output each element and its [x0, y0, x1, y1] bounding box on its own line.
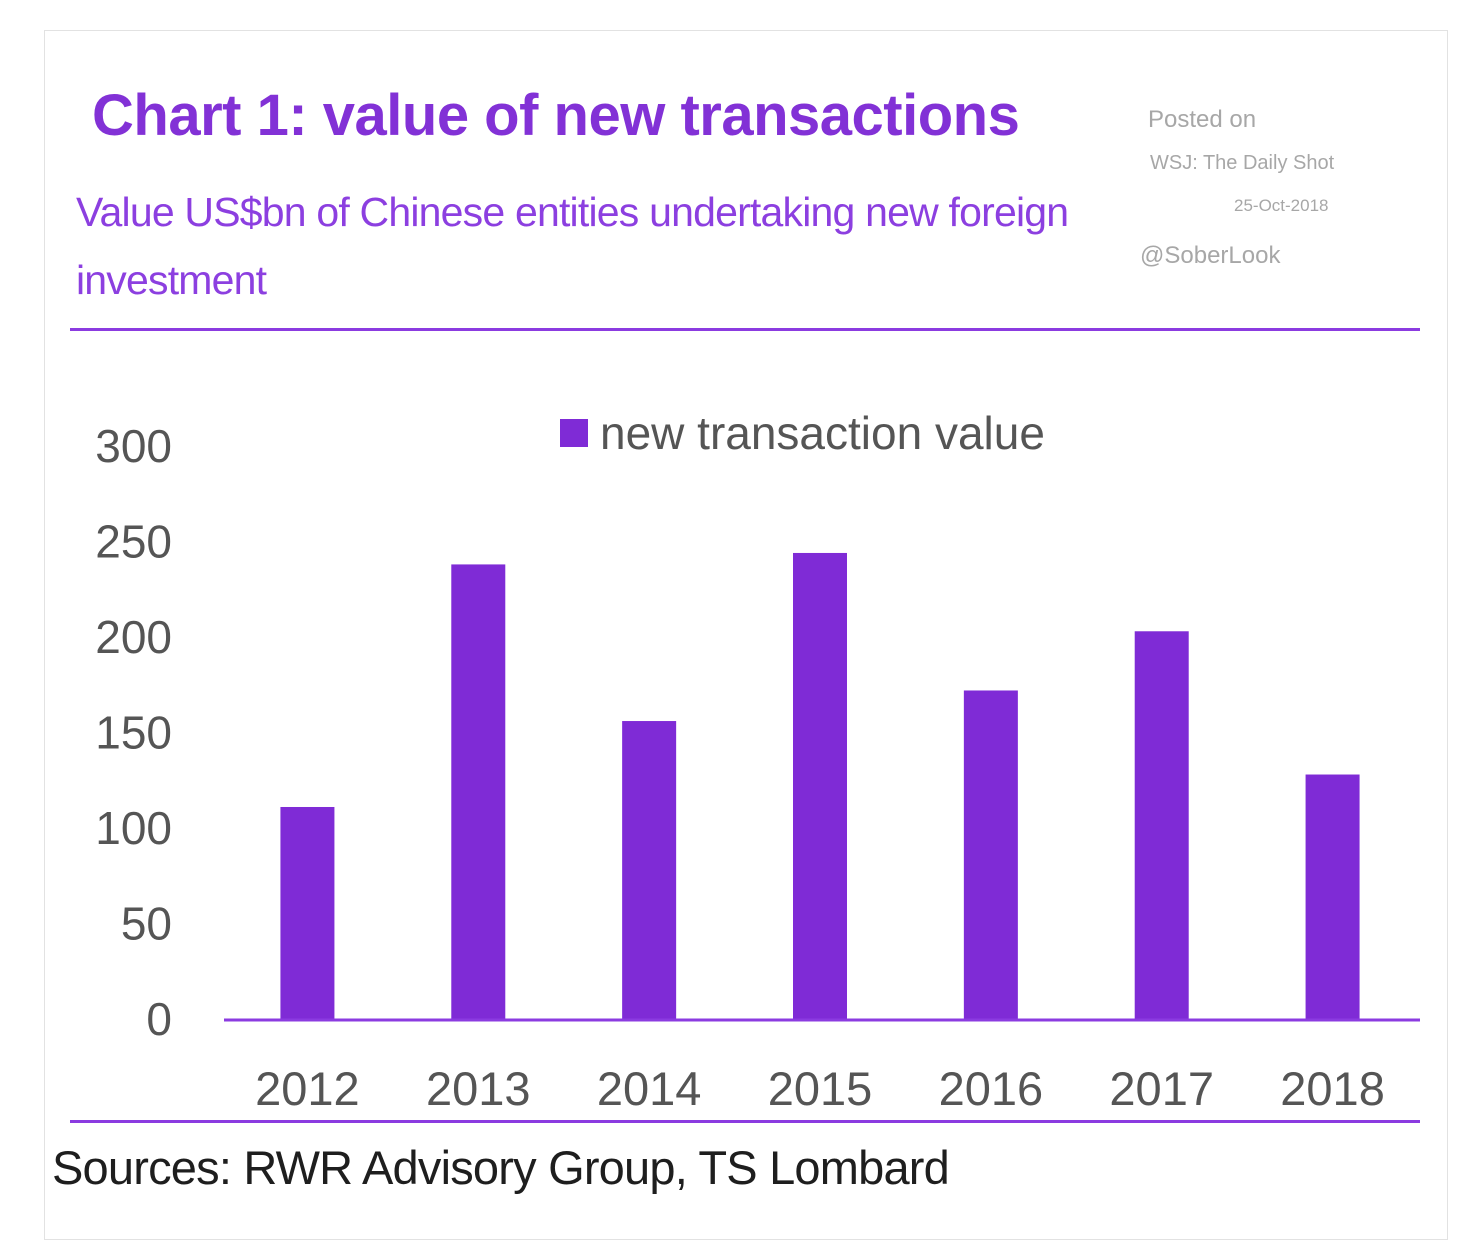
x-tick-label: 2014: [597, 1062, 702, 1115]
y-tick-label: 250: [95, 516, 172, 568]
header-divider: [70, 328, 1420, 331]
y-tick-label: 300: [95, 420, 172, 472]
legend-label: new transaction value: [600, 407, 1045, 459]
watermark-publication: WSJ: The Daily Shot: [1150, 152, 1335, 174]
legend-swatch: [560, 419, 588, 447]
source-note: Sources: RWR Advisory Group, TS Lombard: [52, 1141, 950, 1194]
x-tick-label: 2017: [1109, 1062, 1214, 1115]
y-tick-label: 200: [95, 611, 172, 663]
bar: [963, 690, 1018, 1019]
chart-subtitle: Value US$bn of Chinese entities undertak…: [76, 189, 1069, 303]
watermark-date: 25-Oct-2018: [1234, 196, 1329, 215]
x-tick-label: 2012: [255, 1062, 360, 1115]
y-tick-label: 0: [146, 993, 172, 1045]
watermark-handle: @SoberLook: [1140, 242, 1281, 269]
bar: [793, 552, 847, 1019]
bar: [622, 721, 677, 1019]
footer-divider: [70, 1120, 1420, 1123]
watermark-posted-on: Posted on: [1148, 106, 1257, 133]
x-tick-label: 2013: [426, 1062, 531, 1115]
bar: [1134, 631, 1189, 1019]
x-tick-label: 2018: [1280, 1062, 1385, 1115]
bar: [1305, 774, 1360, 1019]
y-tick-label: 100: [95, 802, 172, 854]
x-tick-label: 2015: [768, 1062, 873, 1115]
y-tick-label: 150: [95, 707, 172, 759]
x-tick-label: 2016: [939, 1062, 1044, 1115]
chart-card: [44, 30, 1448, 1240]
chart-title: Chart 1: value of new transactions: [92, 83, 1020, 148]
bar: [451, 564, 506, 1019]
y-tick-label: 50: [121, 898, 172, 950]
bar: [280, 806, 335, 1019]
